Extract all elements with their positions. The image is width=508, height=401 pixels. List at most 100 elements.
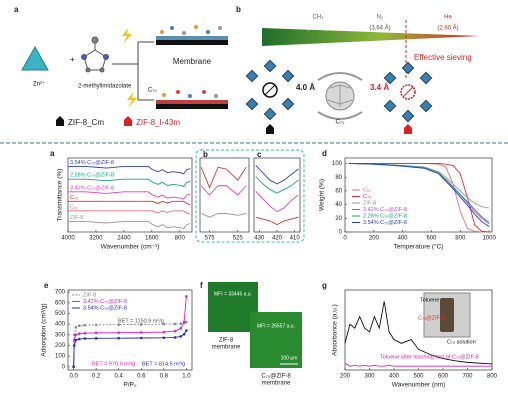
aperture-left: 4.0 Å [296, 83, 315, 92]
y-axis-label: Weight (%) [319, 179, 326, 211]
data-point [179, 327, 183, 330]
x-tick-label: 700 [462, 374, 473, 380]
legend-label: 3.54% C₇₀@ZIF-8 [83, 305, 127, 311]
data-point [185, 329, 188, 332]
series-line [348, 163, 490, 227]
x-tick-label: 200 [369, 236, 380, 242]
data-point [94, 331, 98, 335]
series-line [348, 163, 490, 233]
scale-label: 100 μm [281, 355, 298, 361]
x-tick-label: 3200 [89, 236, 103, 242]
x-tick-label: 0.0 [69, 374, 78, 380]
linker-molecule [81, 36, 109, 73]
branch-arrows [112, 41, 154, 101]
x-axis-label: P/P₀ [123, 382, 136, 389]
data-point [182, 320, 186, 324]
x-tick-label: 430 [254, 236, 265, 242]
data-point [74, 326, 78, 329]
y-tick-label: 20 [335, 216, 342, 222]
data-point [74, 338, 78, 342]
gas-size: (3.64 Å) [369, 25, 390, 32]
x-tick-label: 500 [413, 374, 424, 380]
series-line [344, 362, 492, 367]
panel-label: b [236, 5, 241, 14]
c70-label: C₇₀ [148, 88, 157, 94]
image-zif8 [208, 282, 258, 332]
data-point [72, 344, 76, 347]
legend-label: 2.28% C₇₀@ZIF-8 [363, 213, 407, 219]
data-point [139, 331, 143, 334]
gas-size: (3.80 Å) [307, 25, 328, 32]
x-tick-label: 0.4 [115, 374, 124, 380]
y-axis-label: Absorbance (a.u.) [332, 304, 339, 356]
annotation: BET = 1150.9 m²/g [118, 318, 164, 324]
series-line [68, 166, 191, 175]
linker-label: 2-methylimidazolate [78, 84, 132, 90]
plot-frame [344, 157, 493, 233]
y-tick-label: 0 [62, 364, 66, 370]
series-label: C₇₀ [70, 195, 78, 201]
data-point [162, 330, 166, 334]
plot-frame [253, 157, 301, 233]
data-point [162, 322, 166, 326]
x-tick-label: 0.8 [160, 374, 169, 380]
y-axis-label: Adsorption (cm³/g) [41, 303, 48, 356]
legend-cm: ZIF-8_Cm [68, 118, 104, 127]
aperture-right: 3.4 Å [370, 83, 389, 92]
cluster-cm [245, 59, 295, 121]
data-point [117, 331, 121, 334]
y-tick-label: 100 [55, 354, 66, 360]
x-tick-label: 800 [487, 374, 498, 380]
panel-label: d [322, 149, 327, 158]
x-tick-label: 400 [389, 374, 400, 380]
lightning [127, 92, 137, 108]
legend-label: ZIF-8 [83, 292, 96, 298]
gas-name: N₂ [377, 15, 384, 21]
x-tick-label: 1000 [482, 236, 496, 242]
series-label: 3.54% C₇₀@ZIF-8 [70, 160, 114, 166]
series-line [68, 210, 191, 215]
panel-label: a [14, 5, 19, 14]
membrane-bottom [156, 90, 228, 109]
data-point [182, 332, 186, 336]
x-tick-label: 410 [290, 236, 301, 242]
data-point [162, 336, 166, 340]
legend-label: 3.42% C₇₀@ZIF-8 [363, 207, 407, 213]
legend-label: 3.54% C₇₀@ZIF-8 [363, 220, 407, 226]
x-tick-label: 420 [272, 236, 283, 242]
data-point [173, 322, 177, 326]
data-point [94, 337, 98, 340]
x-tick-label: 300 [364, 374, 375, 380]
series-line [73, 321, 187, 367]
x-axis-label: Wavenumber (cm⁻¹) [101, 244, 160, 251]
legend-label: C₇₀ [363, 194, 371, 200]
y-tick-label: 40 [335, 202, 342, 208]
x-tick-label: 4000 [61, 236, 75, 242]
c70-ball [317, 72, 363, 120]
x-tick-label: 400 [398, 236, 409, 242]
data-point [77, 337, 81, 341]
size-wedge [262, 28, 480, 46]
y-axis-label: Transmittance (%) [57, 169, 64, 222]
series-label: ZIF-8 [70, 215, 83, 221]
series-line [255, 165, 299, 185]
series-label: Toluene after leaching test of C₇₀@ZIF-8 [380, 354, 479, 360]
annotation: BET = 970.9 m²/g [92, 361, 135, 367]
plot-frame [199, 157, 250, 233]
plus: + [70, 55, 75, 64]
data-point [139, 336, 143, 340]
x-tick-label: 600 [426, 236, 437, 242]
annotation: Toluene [420, 297, 439, 303]
membrane-top [156, 25, 228, 45]
y-tick-label: 700 [55, 290, 66, 296]
x-tick-label: 0 [343, 236, 347, 242]
icon-i43m [404, 124, 412, 134]
series-line [68, 178, 191, 188]
data-point [185, 295, 188, 298]
image-c70-zif8 [250, 312, 302, 368]
series-label: C₆₀ [70, 204, 78, 210]
data-point [173, 336, 177, 339]
y-tick-label: 600 [55, 300, 66, 306]
icon-cm [56, 116, 64, 126]
data-point [185, 320, 188, 324]
